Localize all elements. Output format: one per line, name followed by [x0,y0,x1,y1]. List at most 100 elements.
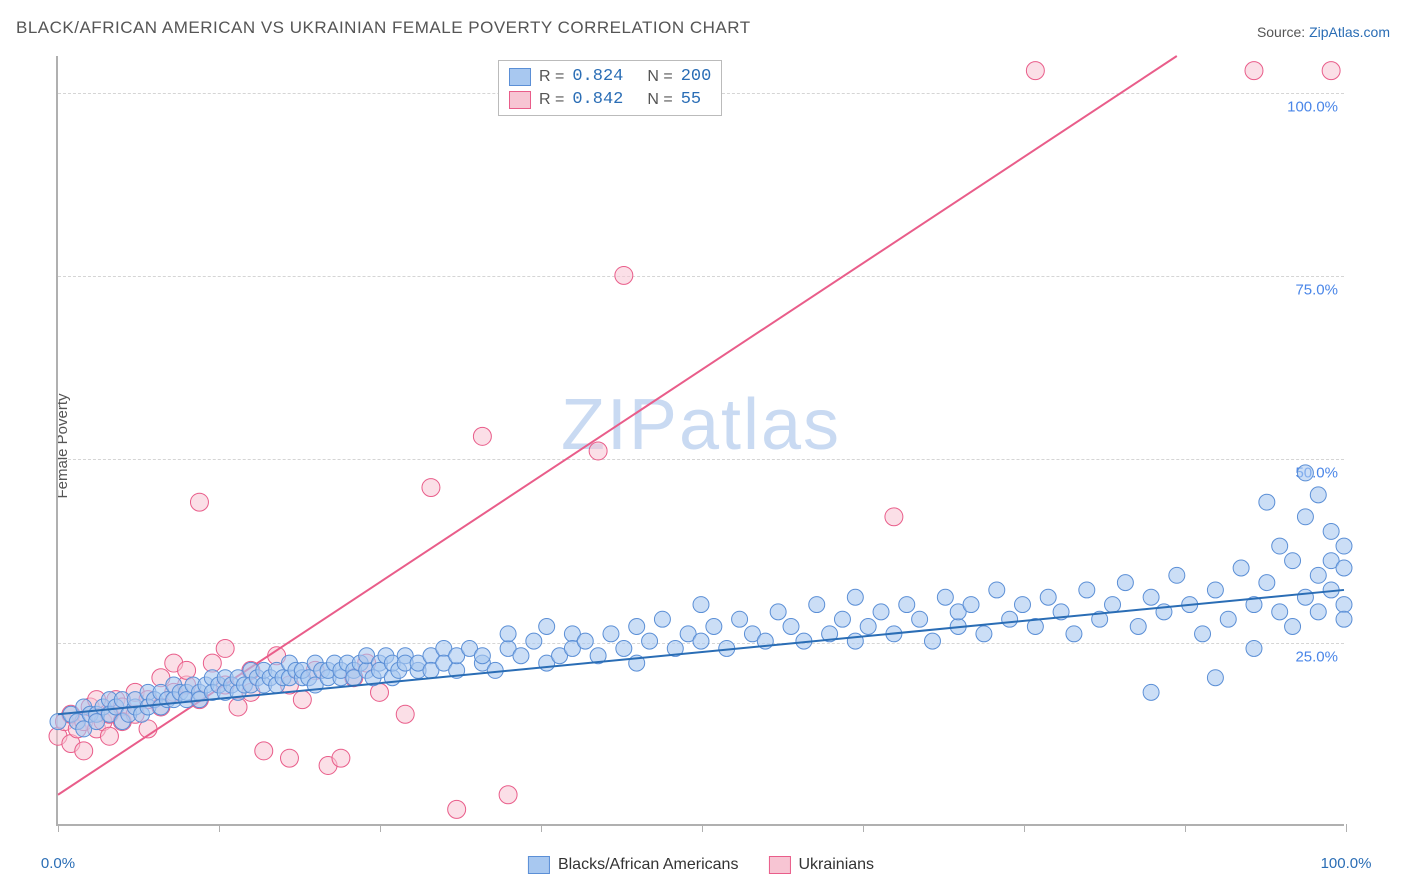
data-point [75,742,93,760]
data-point [1336,597,1352,613]
xaxis-legend-ukrainians: Ukrainians [768,856,874,874]
data-point [616,640,632,656]
x-tick [1185,824,1186,832]
data-point [924,633,940,649]
plot-area: ZIPatlas 25.0%50.0%75.0%100.0% 0.0%100.0… [56,56,1344,826]
x-tick [219,824,220,832]
x-tick [380,824,381,832]
legend-N-ukrainians: 55 [681,90,701,109]
data-point [809,597,825,613]
chart-title: BLACK/AFRICAN AMERICAN VS UKRAINIAN FEMA… [16,18,751,38]
data-point [847,589,863,605]
data-point [1026,62,1044,80]
legend-row-blacks: R = 0.824 N = 200 [509,65,711,88]
x-tick [1024,824,1025,832]
data-point [770,604,786,620]
data-point [1336,538,1352,554]
data-point [860,619,876,635]
data-point [1322,62,1340,80]
data-point [448,800,466,818]
x-tick [702,824,703,832]
data-point [693,633,709,649]
data-point [589,442,607,460]
legend-swatch-ukrainians [509,91,531,109]
data-point [1169,567,1185,583]
data-point [1207,670,1223,686]
data-point [1143,684,1159,700]
data-point [937,589,953,605]
data-point [1066,626,1082,642]
data-point [100,727,118,745]
data-point [642,633,658,649]
data-point [526,633,542,649]
data-point [899,597,915,613]
data-point [1336,611,1352,627]
data-point [1297,509,1313,525]
data-point [487,662,503,678]
scatter-plot-svg [58,56,1344,824]
data-point [1207,582,1223,598]
data-point [1310,567,1326,583]
data-point [1259,575,1275,591]
data-point [1297,589,1313,605]
data-point [1336,560,1352,576]
x-tick [58,824,59,832]
legend-N-label: N = [647,68,672,86]
xaxis-label-blacks: Blacks/African Americans [558,856,739,874]
data-point [513,648,529,664]
legend-swatch-blacks [509,68,531,86]
data-point [1002,611,1018,627]
data-point [732,611,748,627]
data-point [1272,538,1288,554]
data-point [577,633,593,649]
legend-R-label-2: R = [539,91,564,109]
data-point [693,597,709,613]
data-point [1130,619,1146,635]
data-point [963,597,979,613]
legend-R-ukrainians: 0.842 [572,90,623,109]
data-point [1245,62,1263,80]
data-point [1246,640,1262,656]
data-point [499,786,517,804]
data-point [539,619,555,635]
data-point [1117,575,1133,591]
x-tick [1346,824,1347,832]
data-point [1079,582,1095,598]
data-point [1195,626,1211,642]
data-point [473,427,491,445]
x-tick [863,824,864,832]
data-point [1310,604,1326,620]
data-point [1105,597,1121,613]
data-point [1310,487,1326,503]
data-point [989,582,1005,598]
svg-series-group [49,56,1352,818]
chart-container: BLACK/AFRICAN AMERICAN VS UKRAINIAN FEMA… [0,0,1406,892]
x-tick-label: 100.0% [1321,855,1372,872]
data-point [912,611,928,627]
data-point [976,626,992,642]
data-point [1220,611,1236,627]
data-point [885,508,903,526]
data-point [629,619,645,635]
data-point [1272,604,1288,620]
data-point [396,705,414,723]
legend-N-label-2: N = [647,91,672,109]
legend-N-blacks: 200 [681,67,712,86]
legend-row-ukrainians: R = 0.842 N = 55 [509,88,711,111]
data-point [783,619,799,635]
xaxis-label-ukrainians: Ukrainians [798,856,874,874]
source-link[interactable]: Source: ZipAtlas.com [1257,24,1390,40]
data-point [654,611,670,627]
data-point [834,611,850,627]
data-point [474,648,490,664]
source-prefix: Source: [1257,24,1309,40]
xaxis-swatch-blacks [528,856,550,874]
data-point [1323,523,1339,539]
legend-R-label: R = [539,68,564,86]
source-name: ZipAtlas.com [1309,24,1390,40]
data-point [216,639,234,657]
data-point [293,691,311,709]
data-point [332,749,350,767]
data-point [1259,494,1275,510]
data-point [280,749,298,767]
